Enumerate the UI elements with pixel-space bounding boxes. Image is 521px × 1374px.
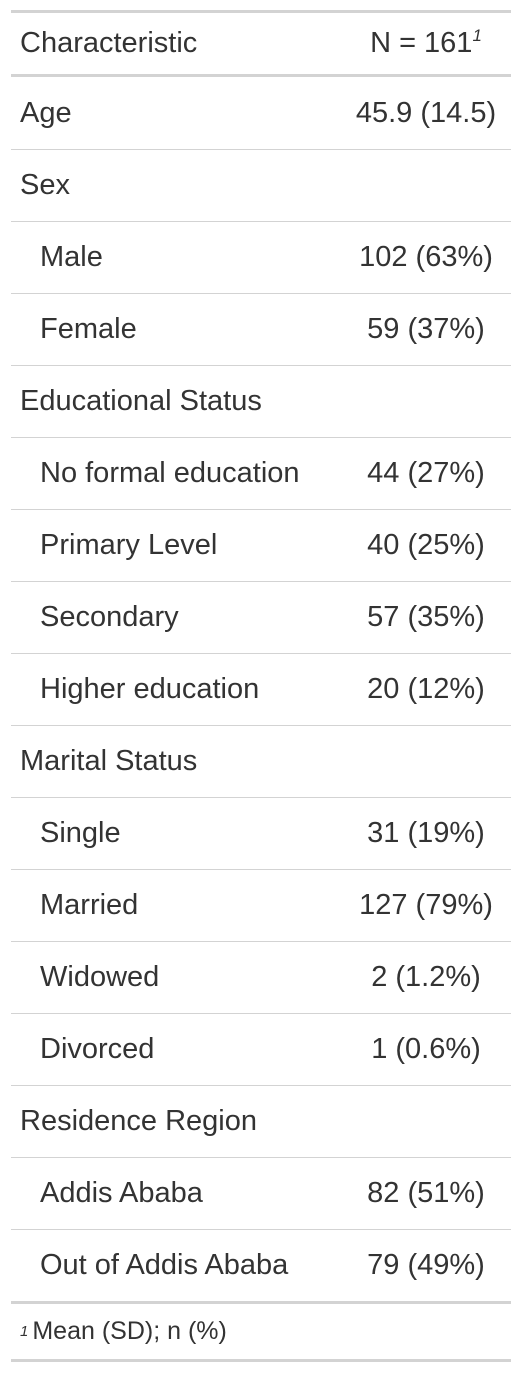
table-row: Out of Addis Ababa 79 (49%) <box>11 1229 511 1301</box>
row-label: Single <box>40 817 121 849</box>
row-value: 82 (51%) <box>367 1177 485 1209</box>
table-row: Male 102 (63%) <box>11 221 511 293</box>
table-row: Female 59 (37%) <box>11 293 511 365</box>
row-label: Marital Status <box>20 745 198 777</box>
table-footnote: 1 Mean (SD); n (%) <box>11 1301 511 1359</box>
row-value: 59 (37%) <box>367 313 485 345</box>
header-characteristic: Characteristic <box>20 27 198 59</box>
summary-table: Characteristic N = 1611 Age 45.9 (14.5) Se… <box>11 10 511 1362</box>
row-value: 127 (79%) <box>359 889 493 921</box>
row-label: Divorced <box>40 1033 155 1065</box>
table-row: Divorced 1 (0.6%) <box>11 1013 511 1085</box>
row-value: 2 (1.2%) <box>371 961 481 993</box>
header-n-label: N = 161 <box>370 27 473 59</box>
row-label: Addis Ababa <box>40 1177 203 1209</box>
row-value: 45.9 (14.5) <box>355 96 497 129</box>
footnote-text: Mean (SD); n (%) <box>32 1317 227 1345</box>
row-value: 44 (27%) <box>367 457 485 489</box>
row-label: Primary Level <box>40 529 218 561</box>
table-row: Addis Ababa 82 (51%) <box>11 1157 511 1229</box>
row-label: Secondary <box>40 601 179 633</box>
table-row: Marital Status <box>11 725 511 797</box>
row-value: 31 (19%) <box>367 817 485 849</box>
row-value: 40 (25%) <box>367 529 485 561</box>
table-row: Secondary 57 (35%) <box>11 581 511 653</box>
header-n: N = 1611 <box>341 27 511 60</box>
row-label: Widowed <box>40 961 160 993</box>
row-value: 79 (49%) <box>367 1249 485 1281</box>
table-row: Widowed 2 (1.2%) <box>11 941 511 1013</box>
row-label: Age <box>20 96 72 129</box>
table-row: Sex <box>11 149 511 221</box>
row-label: Out of Addis Ababa <box>40 1249 289 1281</box>
row-value: 102 (63%) <box>359 241 493 273</box>
table-row: Single 31 (19%) <box>11 797 511 869</box>
table-row: No formal education 44 (27%) <box>11 437 511 509</box>
table-header: Characteristic N = 1611 <box>11 13 511 77</box>
row-label: Female <box>40 313 137 345</box>
row-label: Educational Status <box>20 385 262 417</box>
table-row: Primary Level 40 (25%) <box>11 509 511 581</box>
table-row: Age 45.9 (14.5) <box>11 77 511 149</box>
table-row: Educational Status <box>11 365 511 437</box>
row-label: No formal education <box>40 457 300 489</box>
row-label: Residence Region <box>20 1105 257 1137</box>
row-value: 1 (0.6%) <box>371 1033 481 1065</box>
table-row: Residence Region <box>11 1085 511 1157</box>
row-label: Higher education <box>40 673 260 705</box>
table-row: Higher education 20 (12%) <box>11 653 511 725</box>
row-label: Male <box>40 241 103 273</box>
table-body: Age 45.9 (14.5) Sex Male 102 (63%) Female 59 (… <box>11 77 511 1301</box>
header-footnote-mark: 1 <box>472 26 482 45</box>
row-value: 20 (12%) <box>367 673 485 705</box>
row-value: 57 (35%) <box>367 601 485 633</box>
row-label: Sex <box>20 169 70 201</box>
row-label: Married <box>40 889 139 921</box>
table-row: Married 127 (79%) <box>11 869 511 941</box>
